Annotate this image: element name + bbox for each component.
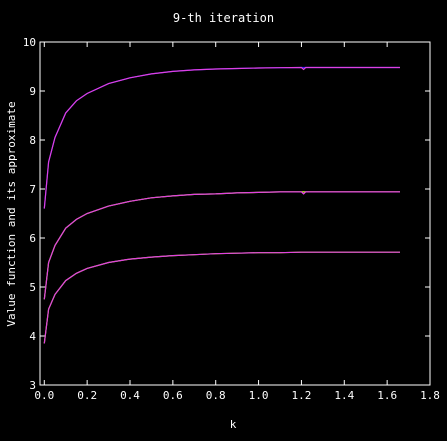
x-tick-label: 0.4 [120, 389, 140, 402]
series-line-6 [43, 251, 400, 344]
axis-ticks: 0.0 0.2 0.4 0.6 0.8 1.0 1.2 1.4 1.6 1.8 3 4 5 6 7 8 9 10 [23, 36, 440, 402]
x-tick-label: 0.0 [34, 389, 54, 402]
series-line-3 [43, 191, 400, 300]
y-tick-label: 4 [29, 330, 36, 343]
x-tick-label: 1.4 [334, 389, 354, 402]
series-layer [43, 66, 400, 344]
y-tick-label: 10 [23, 36, 36, 49]
y-tick-label: 5 [29, 281, 36, 294]
series-line-4 [43, 191, 400, 300]
y-tick-label: 8 [29, 134, 36, 147]
x-tick-label: 1.6 [377, 389, 397, 402]
x-tick-label: 1.0 [249, 389, 269, 402]
x-tick-label: 0.8 [206, 389, 226, 402]
x-tick-label: 0.2 [77, 389, 97, 402]
x-tick-label: 0.6 [163, 389, 183, 402]
series-line-2 [43, 66, 400, 209]
x-tick-label: 1.2 [291, 389, 311, 402]
plot-frame [39, 41, 431, 386]
y-tick-label: 9 [29, 85, 36, 98]
y-axis-label: Value function and its approximate [5, 101, 18, 326]
y-tick-label: 3 [29, 379, 36, 392]
y-tick-label: 6 [29, 232, 36, 245]
x-tick-label: 1.8 [420, 389, 440, 402]
y-tick-label: 7 [29, 183, 36, 196]
x-axis-label: k [230, 418, 237, 431]
chart-title: 9-th iteration [173, 11, 274, 25]
